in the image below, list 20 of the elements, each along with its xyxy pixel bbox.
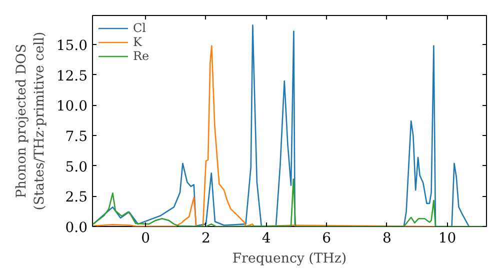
- y-tick-label: 2.5: [65, 190, 88, 206]
- legend-label: Re: [133, 49, 150, 63]
- x-tick-label: 8: [382, 230, 392, 246]
- x-tick-label: 4: [262, 230, 271, 246]
- x-tick-label: 10: [438, 230, 456, 246]
- line-series: [92, 24, 470, 226]
- legend-label: Cl: [133, 21, 148, 35]
- x-tick-label: 2: [201, 230, 210, 246]
- y-tick-label: 12.5: [56, 68, 88, 84]
- y-tick-label: 5.0: [65, 159, 88, 176]
- y-tick-label: 10.0: [56, 98, 88, 115]
- y-axis-title: Phonon projected DOS (States/THz·primitive cell): [14, 32, 48, 210]
- x-tick-label: 0: [141, 230, 150, 246]
- x-axis-title: Frequency (THz): [232, 252, 347, 266]
- y-tick-label: 7.5: [65, 129, 88, 146]
- line-series: [92, 45, 436, 226]
- y-tick-label: 0.0: [65, 220, 88, 236]
- x-tick-label: 6: [322, 230, 332, 246]
- legend-label: K: [133, 35, 144, 49]
- y-tick-label: 15.0: [56, 38, 88, 54]
